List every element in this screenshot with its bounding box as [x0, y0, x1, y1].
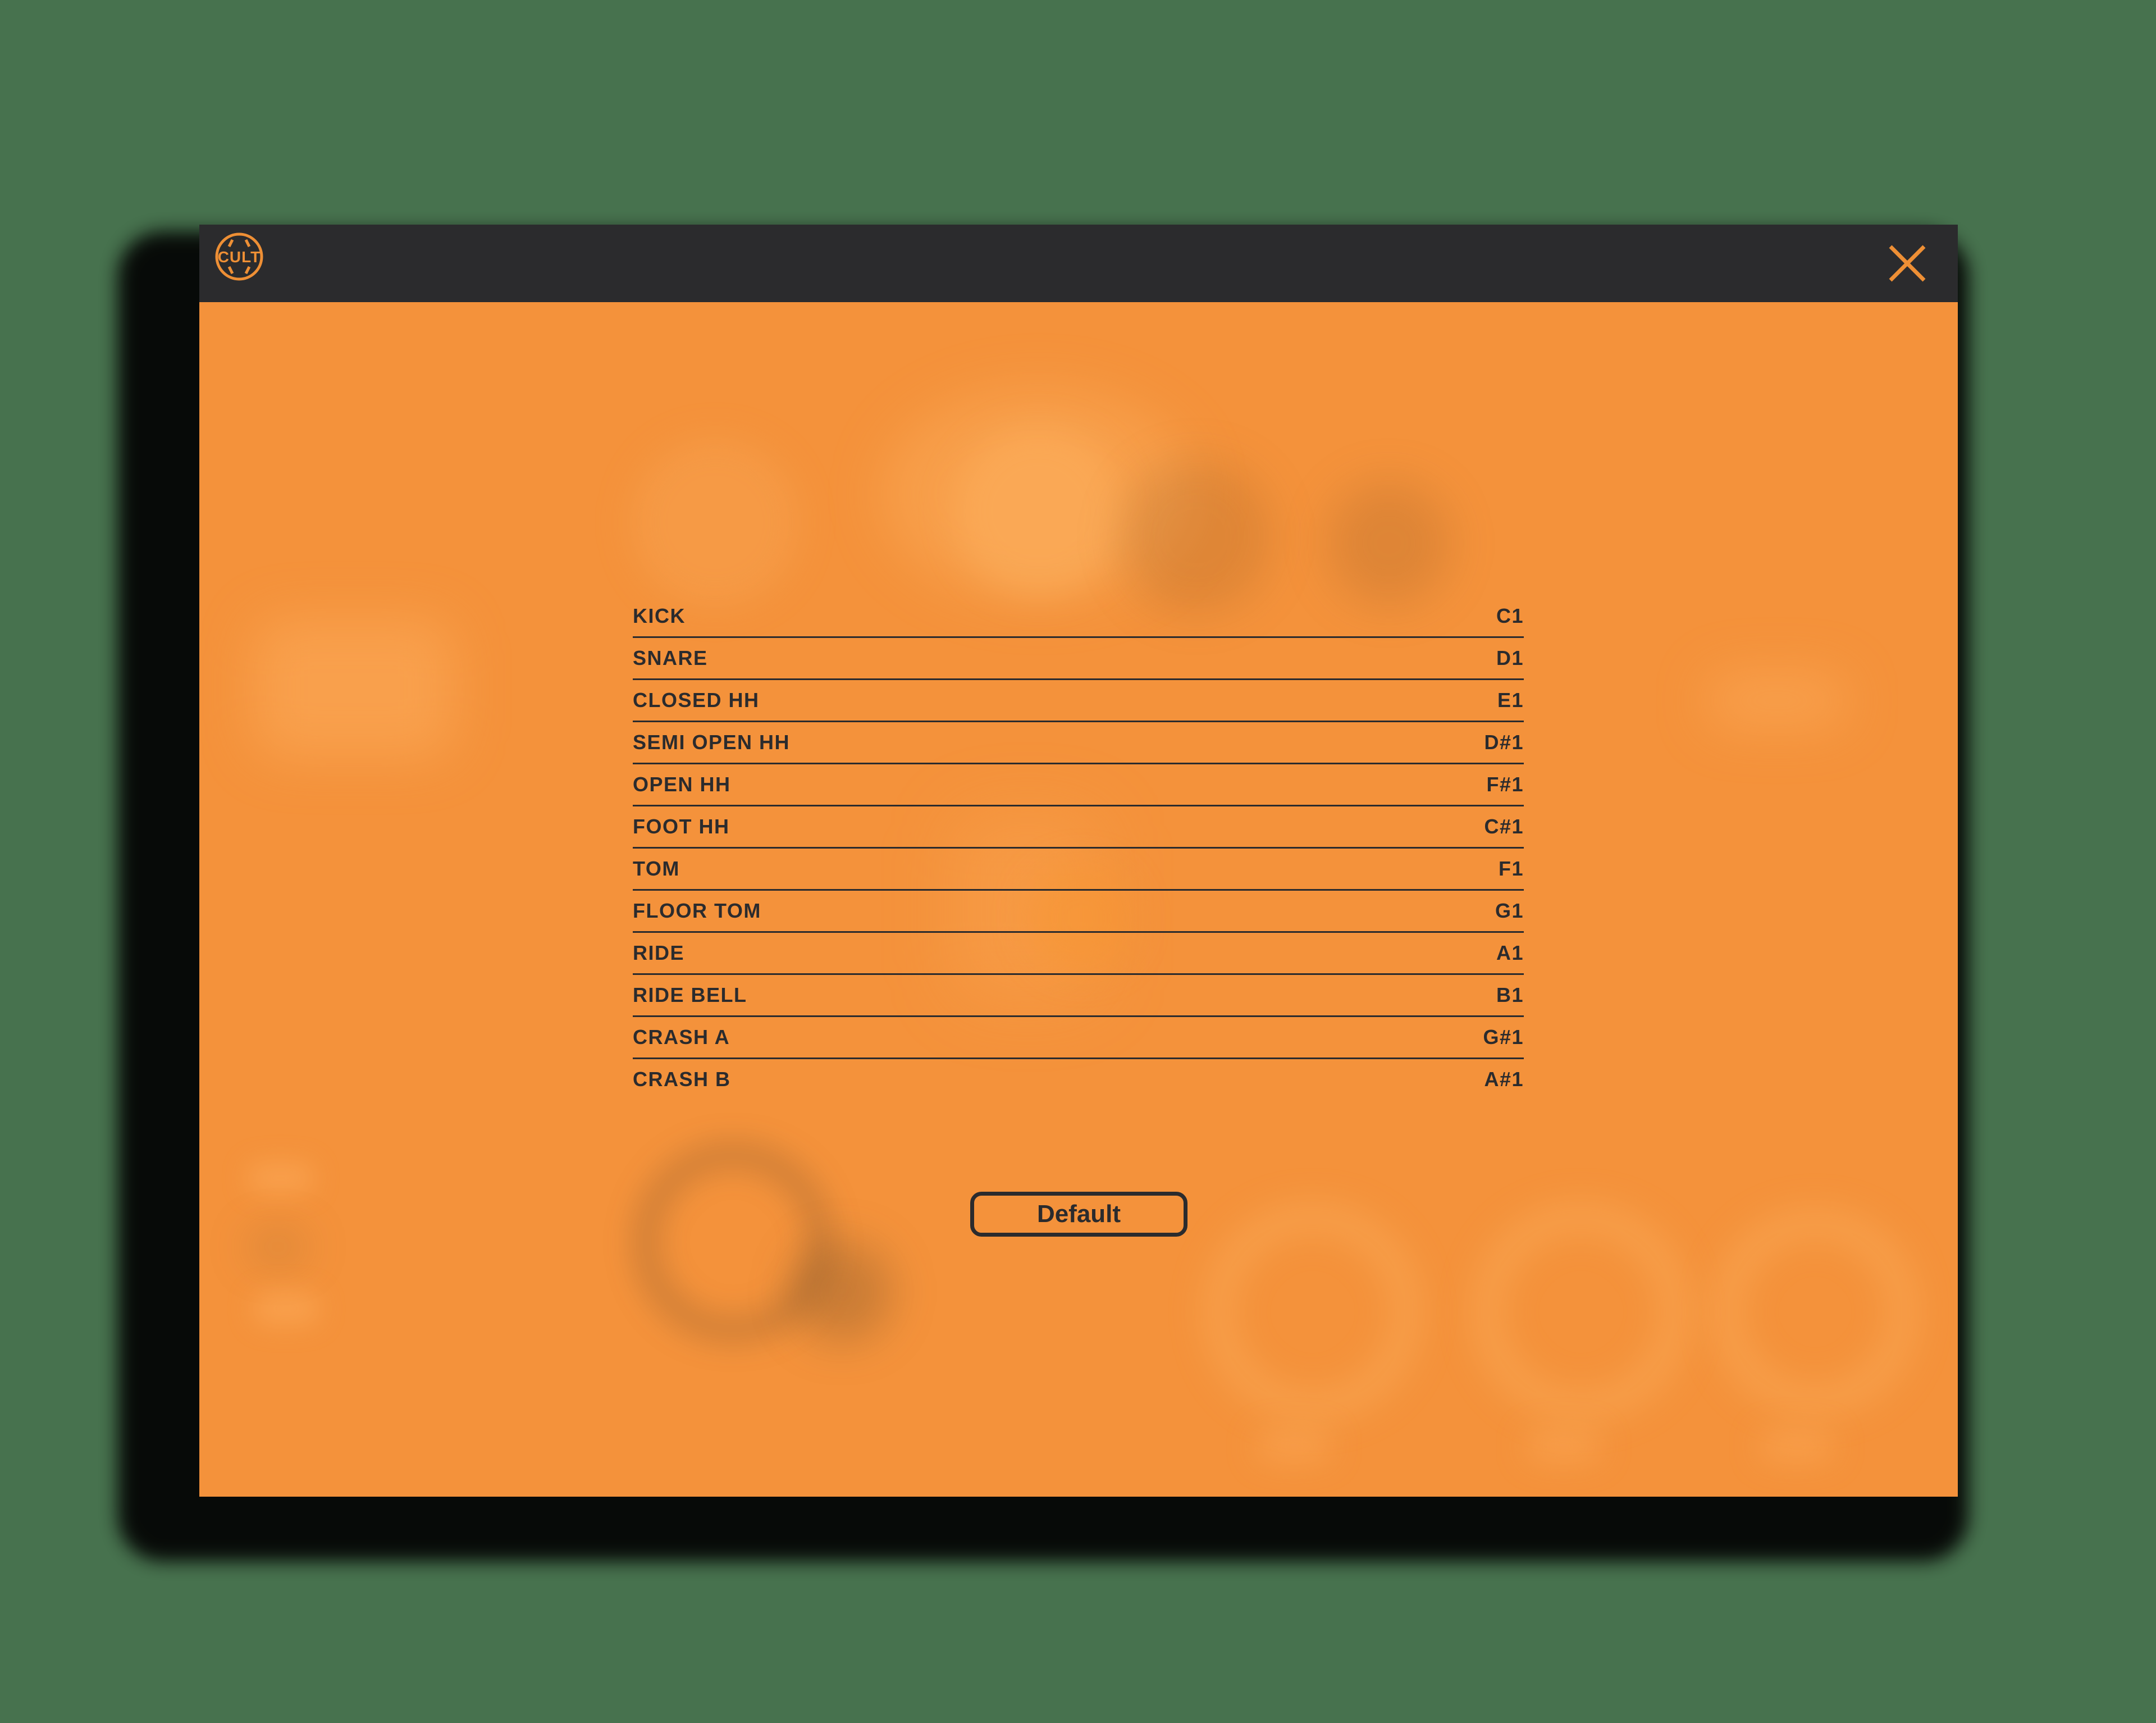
map-row-label: SEMI OPEN HH — [633, 731, 791, 754]
map-row-label: CLOSED HH — [633, 689, 760, 712]
blurred-label — [1258, 1432, 1331, 1460]
map-row[interactable]: SNARE D1 — [633, 638, 1524, 680]
map-row-label: KICK — [633, 604, 686, 627]
blurred-panel — [253, 618, 455, 758]
map-row[interactable]: CRASH B A#1 — [633, 1059, 1524, 1100]
map-row[interactable]: CLOSED HH E1 — [633, 680, 1524, 722]
blurred-label — [1527, 1432, 1600, 1460]
map-row-label: FLOOR TOM — [633, 899, 761, 922]
cult-plugin-window: CULT — [199, 225, 1958, 1497]
map-row-note[interactable]: C#1 — [1484, 815, 1524, 838]
blurred-knob — [954, 427, 1123, 595]
map-row-note[interactable]: B1 — [1496, 983, 1524, 1006]
map-row-label: TOM — [633, 857, 680, 880]
blurred-blob-right — [1707, 674, 1847, 727]
map-row-note[interactable]: D1 — [1496, 646, 1524, 669]
map-row[interactable]: RIDE A1 — [633, 933, 1524, 975]
map-row-label: SNARE — [633, 646, 708, 669]
map-row[interactable]: SEMI OPEN HH D#1 — [633, 722, 1524, 764]
titlebar: CULT — [199, 225, 1958, 302]
blurred-pad-ring — [1208, 1207, 1417, 1416]
map-row-label: FOOT HH — [633, 815, 730, 838]
blurred-side-label — [247, 1230, 309, 1264]
map-row[interactable]: RIDE BELL B1 — [633, 975, 1524, 1017]
blurred-side-label — [247, 1163, 314, 1193]
blurred-label — [1760, 1432, 1833, 1460]
close-button[interactable] — [1887, 243, 1927, 284]
close-x-icon — [1889, 245, 1926, 282]
map-row[interactable]: CRASH A G#1 — [633, 1017, 1524, 1059]
default-button[interactable]: Default — [970, 1192, 1187, 1237]
midi-mapping-list: KICK C1 SNARE D1 CLOSED HH E1 SEMI OPEN … — [633, 596, 1524, 1100]
map-row-note[interactable]: E1 — [1497, 689, 1524, 712]
map-row-note[interactable]: F#1 — [1486, 773, 1524, 796]
map-row-note[interactable]: D#1 — [1484, 731, 1524, 754]
map-row[interactable]: FLOOR TOM G1 — [633, 891, 1524, 933]
map-row[interactable]: TOM F1 — [633, 849, 1524, 891]
blurred-circle — [631, 438, 800, 607]
cult-badge-icon: CULT — [215, 233, 263, 281]
map-row-note[interactable]: F1 — [1498, 857, 1524, 880]
map-row-note[interactable]: G1 — [1495, 899, 1524, 922]
logo-text: CULT — [218, 248, 261, 266]
blurred-pad-ring — [1477, 1207, 1685, 1416]
map-row-note[interactable]: A#1 — [1484, 1068, 1524, 1091]
blurred-side-label — [253, 1292, 320, 1325]
map-row-note[interactable]: A1 — [1496, 941, 1524, 964]
map-row[interactable]: FOOT HH C#1 — [633, 806, 1524, 849]
map-row-note[interactable]: C1 — [1496, 604, 1524, 627]
map-row-note[interactable]: G#1 — [1483, 1025, 1524, 1049]
map-row[interactable]: KICK C1 — [633, 596, 1524, 638]
map-row-label: OPEN HH — [633, 773, 731, 796]
blurred-blob — [881, 388, 1196, 601]
mapping-panel: KICK C1 SNARE D1 CLOSED HH E1 SEMI OPEN … — [199, 302, 1958, 1497]
blurred-kick-ring — [637, 1146, 830, 1339]
blurred-pad-ring — [1716, 1213, 1914, 1411]
map-row[interactable]: OPEN HH F#1 — [633, 764, 1524, 806]
blurred-dark-smudge — [792, 1241, 893, 1342]
blurred-knob-dark — [1121, 461, 1272, 612]
map-row-label: CRASH B — [633, 1068, 731, 1091]
map-row-label: RIDE — [633, 941, 685, 964]
map-row-label: CRASH A — [633, 1025, 730, 1049]
map-row-label: RIDE BELL — [633, 983, 747, 1006]
blurred-knob-dark — [1327, 481, 1451, 605]
